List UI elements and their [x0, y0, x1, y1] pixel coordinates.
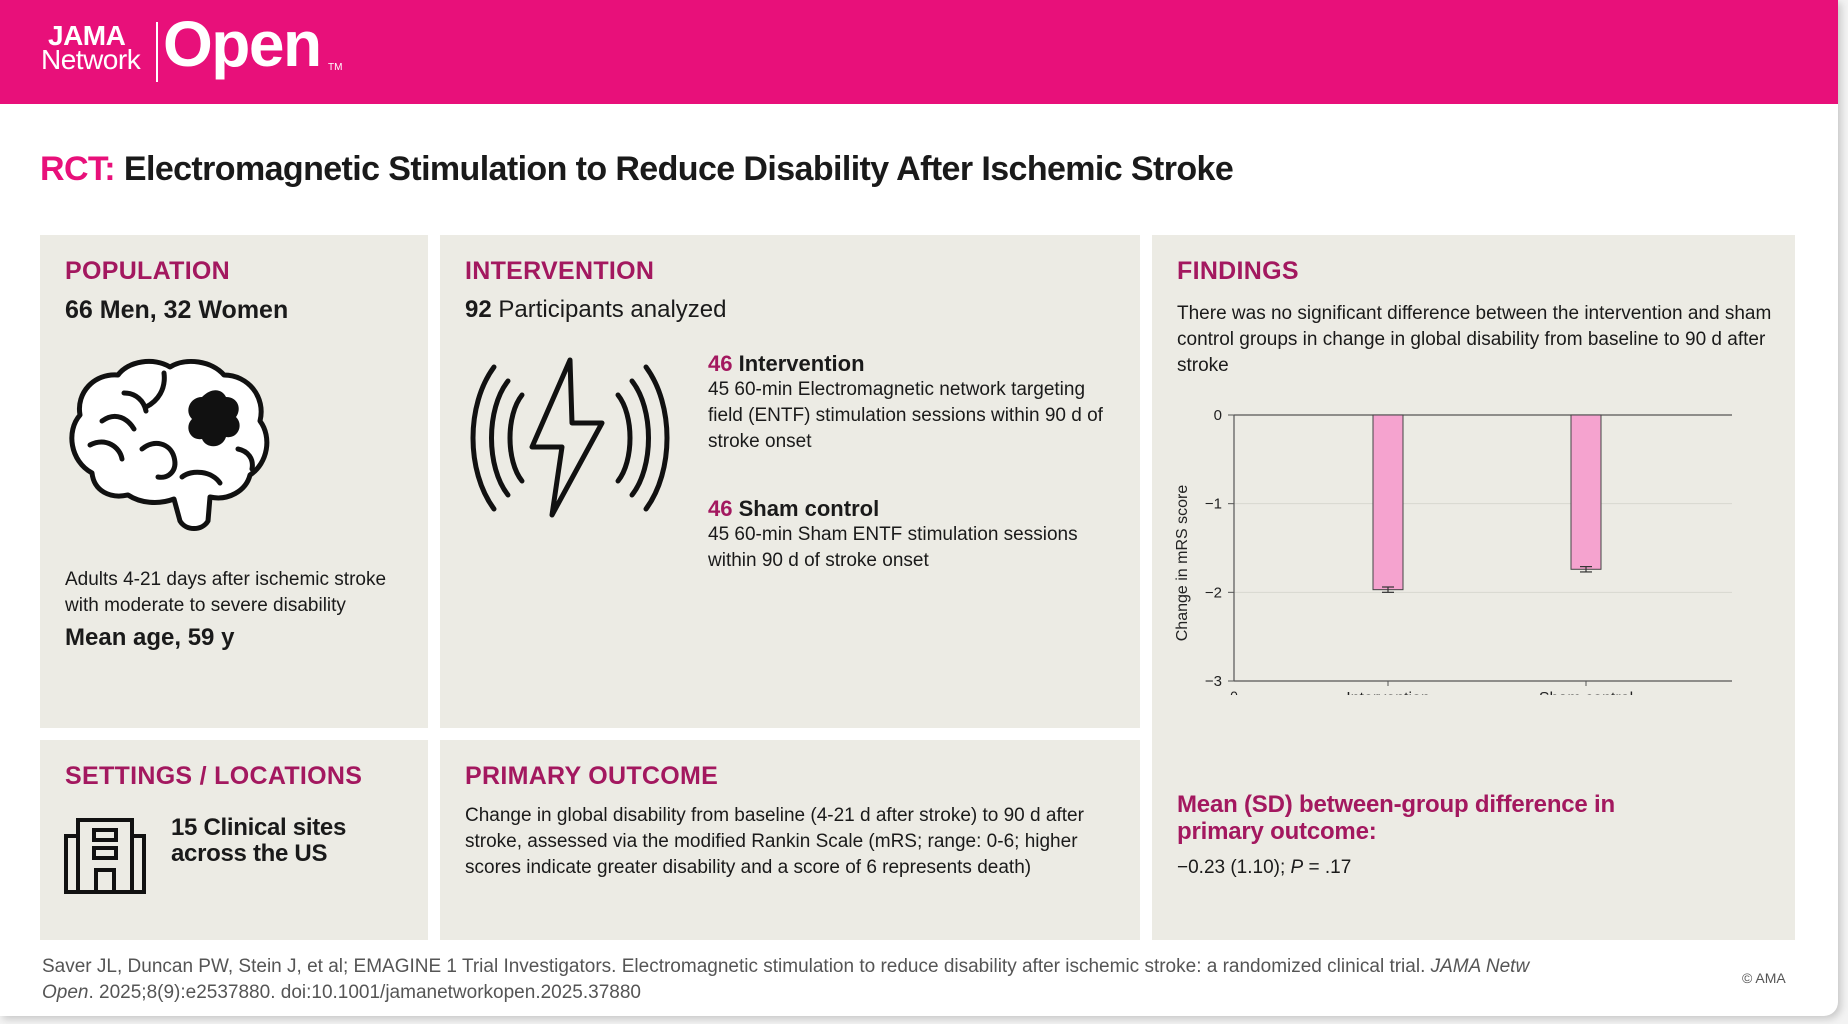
result-p-label: P — [1290, 857, 1304, 878]
settings-panel: SETTINGS / LOCATIONS 15 Clinical sites a… — [40, 740, 428, 940]
primary-outcome-text: Change in global disability from baselin… — [465, 805, 1084, 878]
header-banner: JAMA Network Open TM — [0, 0, 1838, 104]
logo-open: Open — [163, 8, 322, 80]
primary-outcome-panel: PRIMARY OUTCOME Change in global disabil… — [440, 740, 1140, 940]
intervention-panel: INTERVENTION 92 Participants analyzed 46… — [440, 235, 1140, 728]
y-tick-label: 0 — [1214, 407, 1222, 424]
citation-details: . 2025;8(9):e2537880. doi:10.1001/jamane… — [88, 982, 641, 1003]
result-estimate: −0.23 (1.10); — [1177, 857, 1291, 878]
population-description: Adults 4-21 days after ischemic stroke w… — [65, 569, 387, 616]
copyright: © AMA — [1742, 970, 1786, 986]
participants-count: 92 — [465, 296, 492, 323]
logo-divider — [156, 22, 158, 82]
group-sham-name: Sham control — [738, 496, 880, 521]
population-panel: POPULATION 66 Men, 32 Women Adults 4-21 … — [40, 235, 428, 728]
title-prefix: RCT: — [40, 150, 116, 188]
population-heading: POPULATION — [65, 257, 231, 285]
citation-text: Saver JL, Duncan PW, Stein J, et al; EMA… — [42, 956, 1431, 977]
population-mean-age: Mean age, 59 y — [65, 624, 235, 651]
bar-intervention — [1372, 414, 1404, 591]
group-intervention: 46 Intervention 45 60-min Electromagneti… — [708, 351, 1118, 455]
findings-result-heading: Mean (SD) between-group difference in pr… — [1177, 791, 1615, 845]
y-tick-label: −2 — [1205, 584, 1222, 601]
intervention-participants: 92 Participants analyzed — [465, 297, 727, 323]
bar-sham-control — [1570, 414, 1602, 570]
group-sham: 46 Sham control 45 60-min Sham ENTF stim… — [708, 496, 1118, 574]
primary-outcome-heading: PRIMARY OUTCOME — [465, 762, 719, 790]
findings-heading: FINDINGS — [1177, 257, 1299, 285]
group-intervention-count: 46 — [708, 351, 733, 376]
citation: Saver JL, Duncan PW, Stein J, et al; EMA… — [42, 954, 1582, 1006]
logo-jama: JAMA — [48, 20, 126, 51]
group-intervention-name: Intervention — [738, 351, 865, 376]
logo-network: Network — [41, 44, 141, 75]
group-intervention-title: 46 Intervention — [708, 351, 1118, 377]
y-tick-label: −1 — [1205, 496, 1222, 513]
logo-trademark: TM — [328, 62, 343, 73]
y-axis-label: Change in mRS score — [1174, 485, 1191, 642]
building-icon — [64, 818, 146, 894]
group-sham-count: 46 — [708, 496, 733, 521]
brain-icon — [69, 358, 270, 531]
x-tick-label: Sham control — [1539, 690, 1633, 695]
findings-result-value: −0.23 (1.10); P = .17 — [1177, 855, 1351, 881]
citation-journal: JAMA Netw Open — [42, 956, 1530, 1003]
findings-text: There was no significant difference betw… — [1177, 303, 1772, 376]
group-sham-title: 46 Sham control — [708, 496, 1118, 522]
x-origin-label: 0 — [1230, 688, 1238, 695]
result-p-value: = .17 — [1303, 857, 1352, 878]
intervention-heading: INTERVENTION — [465, 257, 655, 285]
title-text: Electromagnetic Stimulation to Reduce Di… — [123, 150, 1234, 188]
settings-text: 15 Clinical sites across the US — [171, 814, 346, 867]
group-intervention-description: 45 60-min Electromagnetic network target… — [708, 379, 1103, 452]
x-tick-label: Intervention — [1346, 690, 1430, 695]
electromagnetic-lightning-icon — [470, 357, 670, 518]
group-sham-description: 45 60-min Sham ENTF stimulation sessions… — [708, 524, 1078, 571]
page-title: RCT: Electromagnetic Stimulation to Redu… — [40, 150, 1234, 189]
participants-label: Participants analyzed — [498, 296, 727, 323]
population-count: 66 Men, 32 Women — [65, 296, 289, 324]
y-tick-label: −3 — [1205, 673, 1222, 690]
findings-bar-chart: 0 −1 −2 −3 0 Change in mRS score Intervention S… — [1174, 407, 1732, 695]
findings-panel: FINDINGS There was no significant differ… — [1152, 235, 1795, 940]
settings-heading: SETTINGS / LOCATIONS — [65, 762, 363, 790]
